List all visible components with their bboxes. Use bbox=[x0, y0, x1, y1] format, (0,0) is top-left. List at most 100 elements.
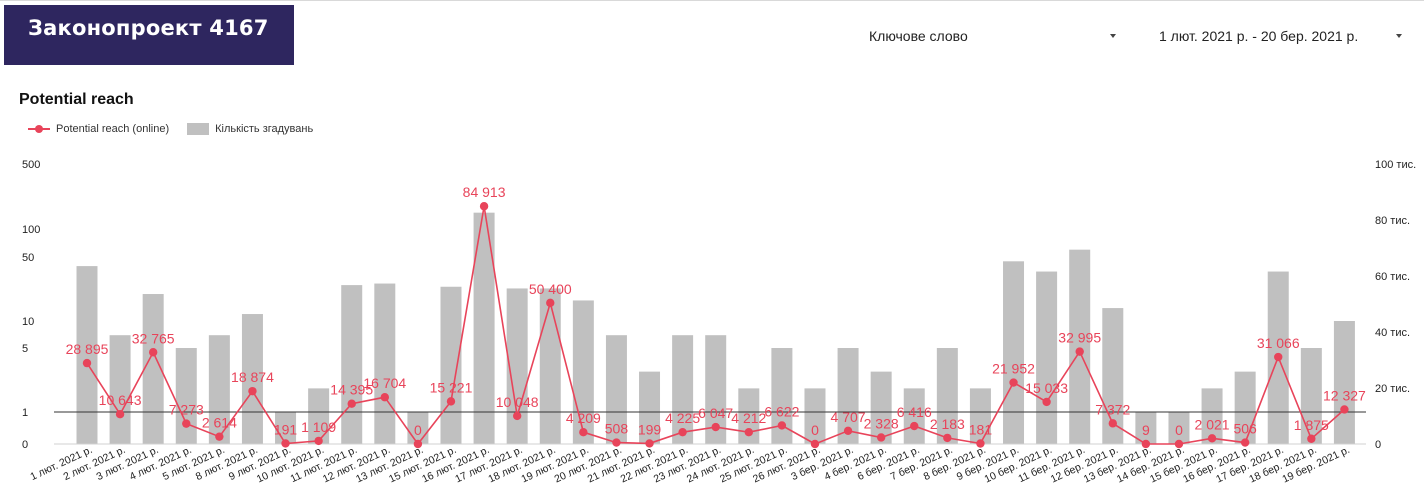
reach-data-label: 10 643 bbox=[99, 392, 142, 408]
bar bbox=[1168, 412, 1190, 444]
bar bbox=[1003, 261, 1025, 444]
bar bbox=[1069, 249, 1091, 444]
reach-data-label: 7 273 bbox=[169, 402, 204, 418]
reach-point bbox=[943, 433, 952, 443]
bar bbox=[374, 283, 396, 444]
bar bbox=[639, 371, 661, 444]
reach-data-label: 2 614 bbox=[202, 415, 237, 431]
reach-point bbox=[1141, 439, 1151, 449]
bar bbox=[771, 348, 793, 444]
reach-data-label: 4 209 bbox=[566, 410, 601, 426]
reach-point bbox=[645, 439, 654, 448]
date-range-filter-dropdown[interactable]: 1 лют. 2021 р. - 20 бер. 2021 р. bbox=[1159, 26, 1403, 46]
reach-data-label: 31 066 bbox=[1257, 335, 1300, 351]
combo-chart: 0 1 5 10 50 100 500 0 20 тис. 40 тис. 60 тис. 80 ти… bbox=[22, 159, 1416, 486]
right-axis-tick-label: 20 тис. bbox=[1375, 383, 1410, 395]
reach-data-label: 16 704 bbox=[363, 375, 406, 391]
left-axis-tick-label: 0 bbox=[22, 439, 28, 451]
bar bbox=[837, 348, 859, 444]
left-axis-tick-label: 500 bbox=[22, 159, 40, 171]
reach-point bbox=[579, 428, 588, 437]
bar-series-swatch bbox=[187, 123, 210, 135]
keyword-filter-label: Ключове слово bbox=[869, 28, 968, 44]
reach-point bbox=[744, 428, 753, 437]
top-divider bbox=[0, 0, 1424, 1]
line-series-swatch bbox=[28, 123, 50, 135]
reach-point bbox=[148, 348, 158, 357]
legend-label-line: Potential reach (online) bbox=[56, 123, 170, 135]
reach-data-label: 2 021 bbox=[1195, 416, 1230, 432]
report-title-block: Законопроект 4167 bbox=[4, 5, 294, 65]
bar bbox=[738, 388, 760, 444]
reach-data-label: 1 109 bbox=[301, 419, 336, 435]
reach-data-label: 50 400 bbox=[529, 281, 572, 297]
bar bbox=[605, 335, 627, 444]
reach-data-label: 12 327 bbox=[1323, 387, 1366, 403]
keyword-filter-dropdown[interactable]: Ключове слово bbox=[869, 26, 1117, 46]
reach-point bbox=[1009, 378, 1018, 387]
reach-data-label: 6 416 bbox=[897, 404, 932, 420]
reach-data-label: 15 221 bbox=[430, 379, 473, 395]
reach-data-label: 506 bbox=[1233, 421, 1257, 437]
reach-point bbox=[1340, 405, 1349, 414]
reach-point bbox=[546, 298, 555, 308]
bar bbox=[870, 371, 892, 444]
reach-data-label: 15 033 bbox=[1025, 380, 1068, 396]
bar bbox=[308, 388, 330, 444]
reach-point bbox=[777, 421, 787, 430]
bar bbox=[506, 288, 528, 444]
reach-data-label: 7 372 bbox=[1095, 401, 1130, 417]
legend-item-bar[interactable]: Кількість згадувань bbox=[187, 123, 313, 135]
reach-point bbox=[976, 439, 985, 448]
reach-data-label: 4 212 bbox=[731, 410, 766, 426]
legend-item-line[interactable]: Potential reach (online) bbox=[28, 123, 169, 135]
reach-data-label: 6 622 bbox=[764, 403, 799, 419]
reach-point bbox=[281, 439, 290, 448]
reach-point bbox=[314, 436, 323, 446]
reach-point bbox=[182, 419, 191, 428]
bar bbox=[473, 212, 495, 444]
bar bbox=[1300, 348, 1322, 444]
reach-data-label: 191 bbox=[274, 421, 298, 437]
reach-data-label: 32 765 bbox=[132, 330, 175, 346]
bar bbox=[142, 294, 164, 444]
bar bbox=[1102, 308, 1124, 444]
legend-label-bar: Кількість згадувань bbox=[215, 123, 314, 135]
left-axis-tick-label: 50 bbox=[22, 252, 34, 264]
reach-point bbox=[82, 358, 92, 368]
bar bbox=[705, 335, 727, 444]
reach-point bbox=[446, 397, 456, 406]
reach-data-label: 6 047 bbox=[698, 405, 733, 421]
reach-data-label: 9 bbox=[1142, 422, 1150, 438]
reach-data-label: 0 bbox=[811, 422, 819, 438]
bar bbox=[804, 388, 826, 444]
right-axis-tick-label: 40 тис. bbox=[1375, 327, 1410, 339]
reach-point bbox=[347, 399, 356, 408]
right-axis-tick-label: 80 тис. bbox=[1375, 215, 1410, 227]
reach-point bbox=[1042, 397, 1051, 407]
bar bbox=[76, 266, 98, 444]
reach-point bbox=[711, 422, 720, 432]
report-title: Законопроект 4167 bbox=[28, 16, 269, 40]
reach-data-label: 2 328 bbox=[864, 415, 899, 431]
reach-data-label: 0 bbox=[414, 422, 422, 438]
reach-point bbox=[843, 426, 853, 436]
reach-point bbox=[810, 439, 820, 449]
reach-point bbox=[678, 427, 687, 437]
reach-point bbox=[876, 433, 886, 442]
right-axis-tick-label: 100 тис. bbox=[1375, 159, 1416, 171]
left-axis-tick-label: 10 bbox=[22, 316, 34, 328]
reach-point bbox=[1274, 352, 1283, 362]
bar bbox=[903, 388, 925, 444]
bar bbox=[175, 348, 197, 444]
right-axis-tick-label: 60 тис. bbox=[1375, 271, 1410, 283]
right-axis-tick-label: 0 bbox=[1375, 439, 1381, 451]
bar bbox=[440, 286, 462, 444]
reach-point bbox=[380, 393, 390, 402]
bar bbox=[936, 348, 958, 444]
reach-data-label: 2 183 bbox=[930, 416, 965, 432]
chart-section-title: Potential reach bbox=[19, 91, 134, 108]
reach-point bbox=[612, 438, 621, 447]
reach-data-label: 4 707 bbox=[831, 409, 866, 425]
bar bbox=[208, 335, 230, 444]
